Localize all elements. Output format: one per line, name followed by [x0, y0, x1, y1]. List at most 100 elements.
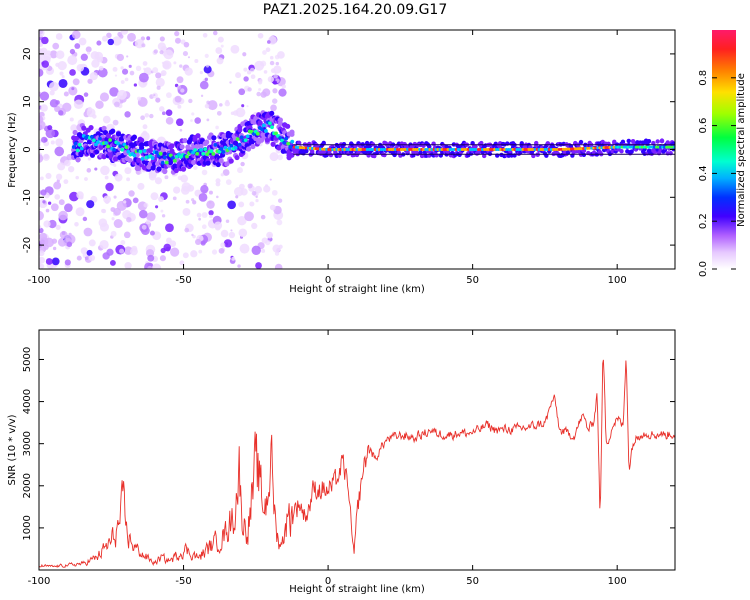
spectrogram-cell — [157, 42, 166, 51]
spectrogram-cell — [619, 149, 624, 154]
spectrogram-cell — [75, 157, 81, 163]
spectrogram-cell — [69, 48, 76, 55]
spectrogram-cell — [234, 154, 240, 161]
spectrogram-cell — [55, 50, 65, 59]
spectrogram-cell — [269, 152, 279, 162]
spectrogram-cell — [161, 214, 166, 218]
spectrogram-cell — [86, 249, 93, 256]
spectrogram-cell — [71, 87, 75, 91]
spectrogram-cell — [251, 190, 257, 196]
spectrogram-cell — [39, 225, 42, 229]
spectrogram-cell — [237, 167, 243, 174]
spectrogram-cell — [205, 64, 209, 68]
spectrogram-cell — [275, 61, 280, 66]
spectrogram-cell — [255, 195, 258, 199]
spectrogram-cell — [90, 134, 94, 139]
spectrogram-cell — [89, 72, 98, 81]
spectrogram-cell — [271, 189, 278, 196]
spectrogram-cell — [66, 241, 73, 248]
spectrogram-cell — [102, 115, 111, 124]
spectrogram-cell — [107, 151, 113, 157]
spectrogram-cell — [54, 194, 61, 200]
spectrogram-cell — [98, 65, 104, 71]
spectrogram-cell — [124, 145, 129, 150]
spectrogram-cell — [221, 150, 226, 154]
spectrogram-cell — [165, 109, 173, 117]
spectrogram-cell — [176, 85, 182, 90]
spectrogram-cell — [74, 43, 81, 49]
spectrogram-cell — [87, 51, 91, 55]
spectrogram-cell — [120, 66, 124, 70]
spectrogram-cell — [90, 51, 100, 60]
snr-frame — [38, 329, 676, 571]
spectrogram-cell — [219, 147, 224, 151]
spectrogram-cell — [110, 128, 116, 134]
spectrogram-cell — [239, 243, 250, 254]
spectrogram-y-tick-label: -10 — [22, 189, 33, 205]
spectrogram-cell — [105, 133, 111, 139]
spectrogram-cell — [70, 124, 78, 132]
spectrogram-cell — [473, 144, 478, 149]
spectrogram-cell — [620, 139, 626, 145]
spectrogram-cell — [203, 147, 208, 152]
spectrogram-cell — [276, 219, 283, 226]
spectrogram-cell — [48, 219, 57, 229]
spectrogram-cell — [276, 145, 282, 151]
spectrogram-cell — [85, 46, 92, 53]
spectrogram-cell — [427, 144, 432, 149]
spectrogram-cell — [172, 196, 177, 201]
spectrogram-cell — [74, 222, 79, 227]
spectrogram-cell — [238, 201, 245, 208]
colorbar-label: Normalized spectral amplitude — [736, 73, 747, 227]
spectrogram-cell — [190, 119, 193, 122]
spectrogram-cell — [245, 134, 250, 139]
spectrogram-cell — [123, 200, 127, 204]
colorbar-tick-label: 0.0 — [698, 261, 709, 277]
spectrogram-cell — [101, 35, 108, 42]
spectrogram-cell — [626, 138, 631, 144]
spectrogram-cell — [245, 146, 252, 152]
spectrogram-cell — [142, 124, 148, 130]
spectrogram-cell — [161, 72, 165, 77]
spectrogram-cell — [142, 81, 147, 86]
spectrogram-cell — [99, 239, 109, 250]
spectrogram-cell — [206, 200, 215, 209]
spectrogram-cell — [201, 151, 206, 156]
spectrogram-cell — [55, 173, 63, 181]
spectrogram-cell — [251, 222, 258, 230]
spectrogram-cell — [43, 138, 48, 142]
spectrogram-cell — [159, 106, 165, 112]
spectrogram-cell — [255, 262, 262, 269]
spectrogram-cell — [147, 147, 153, 154]
spectrogram-cell — [58, 199, 65, 206]
spectrogram-cell — [215, 47, 223, 54]
spectrogram-cell — [96, 40, 102, 46]
spectrogram-cell — [87, 106, 92, 112]
spectrogram-cell — [534, 140, 539, 146]
spectrogram-cell — [131, 134, 137, 140]
spectrogram-cell — [109, 87, 119, 97]
spectrogram-cell — [104, 199, 110, 205]
spectrogram-cell — [191, 233, 194, 237]
spectrogram-cell — [126, 216, 132, 223]
spectrogram-cell — [265, 239, 271, 246]
spectrogram-cell — [243, 138, 248, 143]
spectrogram-cell — [212, 30, 218, 36]
spectrogram-cell — [92, 138, 96, 143]
spectrogram-cell — [75, 175, 79, 180]
spectrogram-cell — [88, 254, 96, 262]
spectrogram-cell — [39, 227, 44, 234]
spectrogram-cell — [241, 104, 245, 108]
spectrogram-x-tick-label: 100 — [608, 275, 627, 286]
spectrogram-cell — [173, 186, 181, 194]
spectrogram-cell — [59, 230, 68, 239]
spectrogram-cell — [39, 48, 42, 52]
spectrogram-cell — [246, 105, 249, 108]
spectrogram-cell — [382, 152, 387, 158]
spectrogram-cell — [175, 118, 184, 127]
spectrogram-cell — [246, 70, 252, 75]
spectrogram-cell — [76, 255, 82, 261]
spectrogram-cell — [274, 131, 278, 136]
spectrogram-cell — [112, 119, 119, 126]
